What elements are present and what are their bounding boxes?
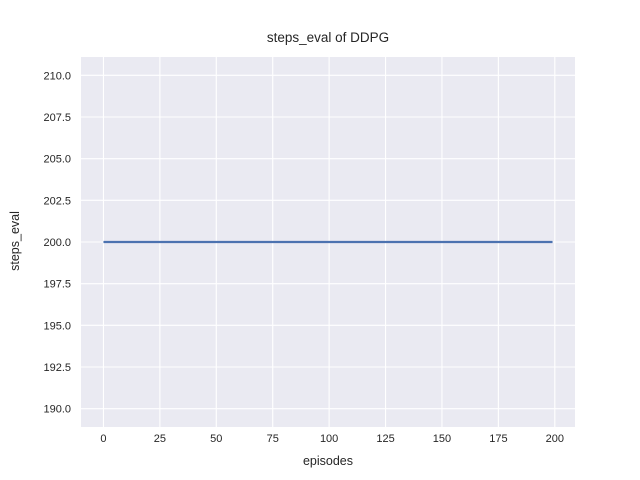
x-tick-label: 200: [546, 433, 564, 445]
y-tick-label: 202.5: [43, 195, 71, 207]
y-tick-label: 190.0: [43, 404, 71, 416]
x-tick-label: 50: [210, 433, 222, 445]
x-tick-label: 150: [433, 433, 451, 445]
y-tick-label: 210.0: [43, 70, 71, 82]
y-tick-label: 195.0: [43, 320, 71, 332]
y-tick-label: 205.0: [43, 154, 71, 166]
chart-title: steps_eval of DDPG: [266, 30, 390, 45]
x-tick-label: 125: [376, 433, 394, 445]
x-tick-label: 75: [267, 433, 279, 445]
y-axis-label: steps_eval: [8, 211, 22, 271]
x-tick-label: 0: [100, 433, 106, 445]
x-tick-label: 25: [154, 433, 166, 445]
x-axis-label: episodes: [302, 454, 354, 468]
y-tick-label: 200.0: [43, 237, 71, 249]
y-tick-label: 207.5: [43, 112, 71, 124]
x-tick-label: 175: [489, 433, 507, 445]
y-tick-label: 197.5: [43, 279, 71, 291]
y-tick-label: 192.5: [43, 362, 71, 374]
x-tick-label: 100: [320, 433, 338, 445]
